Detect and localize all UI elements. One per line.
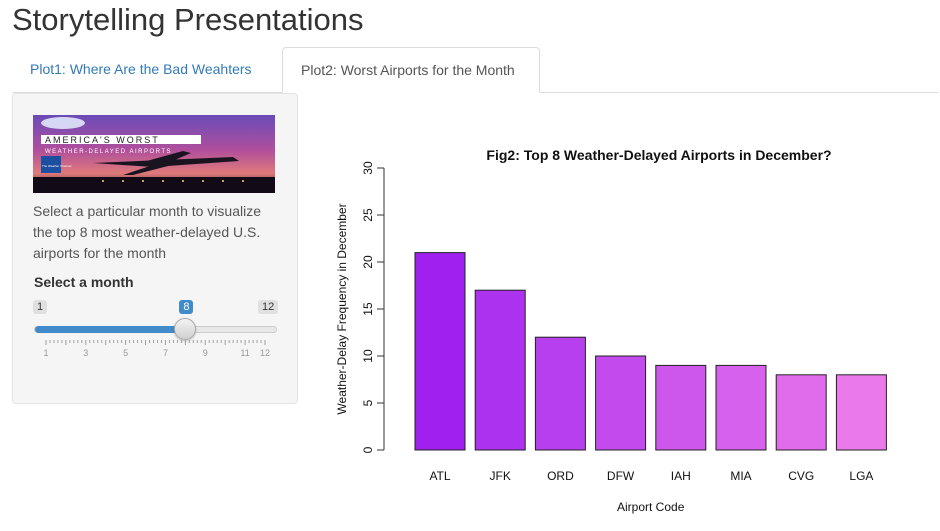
slider-handle[interactable]	[174, 318, 197, 340]
bar-mia	[715, 364, 767, 451]
slider-tick-label: 12	[260, 348, 270, 358]
x-tick-label: ORD	[547, 469, 574, 483]
slider-track[interactable]	[34, 326, 277, 333]
bar-chart: Fig2: Top 8 Weather-Delayed Airports in …	[335, 147, 887, 514]
bar-lga	[835, 374, 887, 451]
y-tick-label: 15	[361, 302, 375, 316]
y-tick-label: 20	[361, 255, 375, 269]
y-tick-label: 5	[361, 399, 375, 406]
slider-tick-label: 1	[43, 348, 48, 358]
x-tick-label: JFK	[490, 469, 511, 483]
slider-min-badge: 1	[33, 300, 48, 314]
slider-tick-label: 5	[123, 348, 128, 358]
sidebar-description: Select a particular month to visualize t…	[33, 203, 261, 261]
y-axis-label: Weather-Delay Frequency in December	[335, 203, 349, 414]
tab-plot2[interactable]: Plot2: Worst Airports for the Month	[282, 47, 540, 93]
banner-logo: The Weather Channel	[42, 164, 72, 168]
x-tick-label: ATL	[429, 469, 450, 483]
slider-track-fill	[35, 326, 187, 333]
banner-title: AMERICA'S WORST	[45, 135, 160, 145]
slider-tick-label: 9	[203, 348, 208, 358]
y-tick-label: 0	[361, 446, 375, 453]
y-tick-label: 25	[361, 208, 375, 222]
slider-ticks: 1 3 5 7 9 11 12	[43, 340, 270, 358]
page-title: Storytelling Presentations	[12, 2, 364, 37]
x-tick-label: DFW	[607, 469, 635, 483]
bar-iah	[655, 364, 707, 451]
tab-bar: Plot1: Where Are the Bad Weahters Plot2:…	[12, 47, 938, 93]
y-tick-label: 30	[361, 161, 375, 175]
bar-dfw	[595, 355, 647, 451]
slider-tick-label: 7	[163, 348, 168, 358]
x-tick-label: IAH	[671, 469, 691, 483]
tab-plot1[interactable]: Plot1: Where Are the Bad Weahters	[30, 61, 252, 77]
banner-image: AMERICA'S WORST WEATHER-DELAYED AIRPORTS…	[33, 115, 275, 193]
x-tick-label: MIA	[730, 469, 751, 483]
bar-cvg	[775, 374, 827, 451]
bar-atl	[414, 252, 466, 451]
slider-label: Select a month	[34, 274, 134, 290]
x-tick-label: CVG	[788, 469, 814, 483]
bar-jfk	[474, 289, 526, 451]
y-tick-label: 10	[361, 349, 375, 363]
slider-value-badge: 8	[179, 300, 194, 314]
slider-tick-label: 3	[83, 348, 88, 358]
sidebar-panel: AMERICA'S WORST WEATHER-DELAYED AIRPORTS…	[12, 93, 298, 404]
x-tick-label: LGA	[849, 469, 873, 483]
banner-subtitle: WEATHER-DELAYED AIRPORTS	[45, 149, 172, 155]
slider-tick-label: 11	[240, 348, 249, 358]
chart-title: Fig2: Top 8 Weather-Delayed Airports in …	[486, 147, 831, 163]
x-axis-label: Airport Code	[617, 500, 685, 514]
slider-max-badge: 12	[258, 300, 279, 314]
bar-ord	[534, 336, 586, 451]
